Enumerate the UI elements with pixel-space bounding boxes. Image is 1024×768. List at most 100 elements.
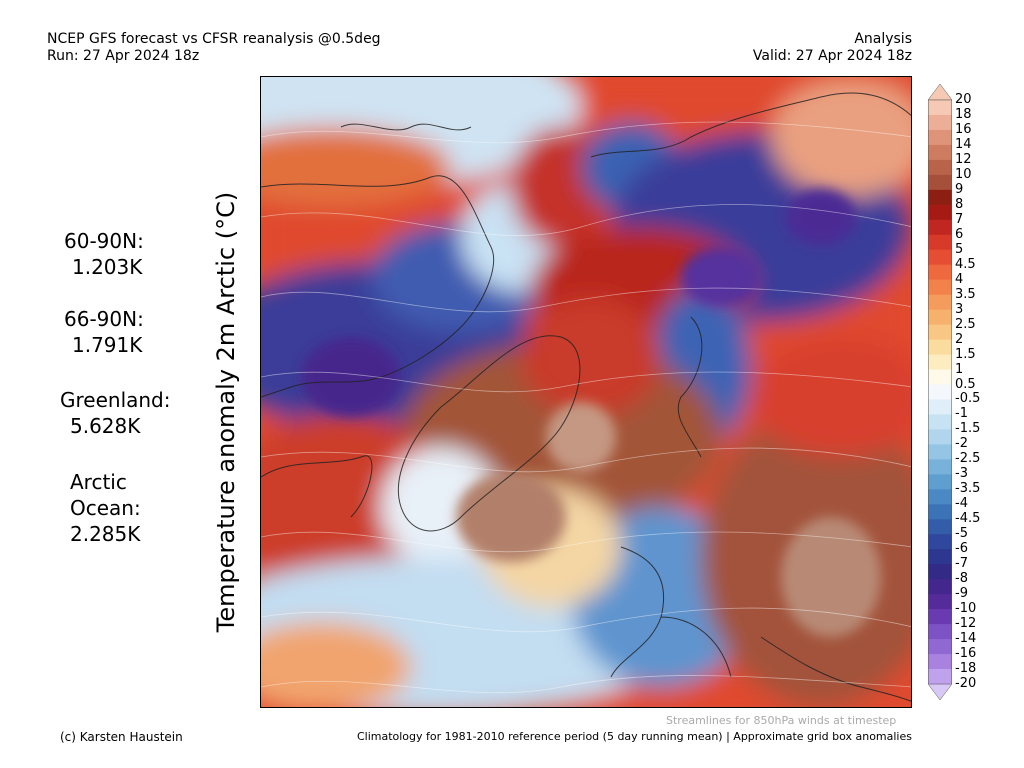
stat-value: 5.628K [70,414,141,438]
colorbar [927,83,953,701]
colorbar-cell [928,384,952,400]
colorbar-tick-label: 5 [955,241,964,257]
colorbar-cell [928,669,952,685]
colorbar-bottom-arrow [927,683,953,701]
credit: (c) Karsten Haustein [60,730,183,744]
colorbar-cells [928,99,952,685]
colorbar-cell [928,294,952,311]
stat-greenland: Greenland: 5.628K [60,387,171,439]
colorbar-cell [928,624,952,640]
colorbar-tick-label: 8 [955,196,964,212]
header-right: Analysis Valid: 27 Apr 2024 18z [753,31,912,65]
colorbar-cell [928,489,952,505]
colorbar-tick-label: 4.5 [955,256,976,272]
colorbar-tick-label: -2.5 [955,451,981,467]
colorbar-cell [928,609,952,625]
colorbar-tick-label: -1.5 [955,421,981,437]
analysis-label: Analysis [854,31,912,47]
colorbar-cell [928,174,952,191]
colorbar-cell [928,459,952,475]
colorbar-tick-label: 9 [955,181,964,197]
colorbar-frame [928,99,952,685]
valid-time: Valid: 27 Apr 2024 18z [752,48,912,64]
colorbar-cell [928,279,952,296]
colorbar-tick-label: -20 [955,676,977,691]
colorbar-tick-label: 16 [955,121,972,137]
colorbar-tick-label: 4 [955,271,964,287]
colorbar-cell [928,369,952,386]
colorbar-cell [928,144,952,161]
colorbar-tick-label: 18 [955,106,972,122]
colorbar-cell [928,414,952,430]
colorbar-cell [928,444,952,460]
stat-arctic-ocean: Arctic Ocean: 2.285K [70,469,141,547]
colorbar-cell [928,249,952,266]
colorbar-cell [928,579,952,595]
colorbar-tick-label: 3 [955,301,964,317]
colorbar-tick-label: 0.5 [955,376,976,392]
colorbar-cell [928,399,952,415]
stat-value: 1.203K [72,255,143,279]
colorbar-tick-label: -8 [955,571,968,587]
colorbar-cell [928,549,952,565]
colorbar-tick-label: -12 [955,616,977,632]
y-axis-label: Temperature anomaly 2m Arctic (°C) [212,191,240,633]
colorbar-cell [928,594,952,610]
colorbar-tick-label: 3.5 [955,286,976,302]
streamlines-note: Streamlines for 850hPa winds at timestep [666,714,897,727]
colorbar-tick-label: -4 [955,496,968,512]
colorbar-tick-label: -1 [955,406,968,422]
colorbar-cell [928,129,952,146]
colorbar-tick-label: -0.5 [955,391,981,407]
colorbar-cell [928,429,952,445]
colorbar-tick-label: -6 [955,541,968,557]
colorbar-cell [928,159,952,176]
colorbar-cell [928,114,952,131]
colorbar-cell [928,339,952,356]
colorbar-tick-label: 20 [955,92,972,107]
colorbar-tick-label: 7 [955,211,964,227]
colorbar-top-arrow [927,83,953,101]
colorbar-cell [928,639,952,655]
colorbar-tick-label: -3.5 [955,481,981,497]
colorbar-cell [928,219,952,236]
colorbar-tick-label: 10 [955,166,972,182]
anomaly-map [260,76,912,708]
colorbar-tick-label: 1 [955,361,964,377]
colorbar-cell [928,654,952,670]
colorbar-cell [928,534,952,550]
colorbar-cell [928,204,952,221]
colorbar-cell [928,324,952,341]
colorbar-cell [928,564,952,580]
stat-label: 66-90N: [64,307,144,331]
stat-value: 2.285K [70,522,141,546]
climatology-note: Climatology for 1981-2010 reference peri… [356,730,912,743]
colorbar-tick-label: -7 [955,556,968,572]
colorbar-tick-label: 2.5 [955,316,976,332]
colorbar-cell [928,309,952,326]
colorbar-cell [928,189,952,206]
colorbar-tick-label: 6 [955,226,964,242]
colorbar-tick-label: -3 [955,466,968,482]
colorbar-tick-label: -4.5 [955,511,981,527]
stat-value: 1.791K [72,333,143,357]
colorbar-tick-label: 2 [955,331,964,347]
colorbar-cell [928,264,952,281]
stat-66-90n: 66-90N: 1.791K [64,306,144,358]
colorbar-tick-label: -14 [955,631,977,647]
colorbar-cell [928,234,952,251]
colorbar-cell [928,519,952,535]
colorbar-tick-label: -2 [955,436,968,452]
stat-label: Arctic [70,470,127,494]
colorbar-cell [928,474,952,490]
colorbar-tick-label: -16 [955,646,977,662]
stat-label-2: Ocean: [70,496,141,520]
colorbar-cell [928,354,952,371]
colorbar-tick-label: -18 [955,661,977,677]
map-title: NCEP GFS forecast vs CFSR reanalysis @0.… [47,31,381,47]
header-left: NCEP GFS forecast vs CFSR reanalysis @0.… [47,31,381,65]
run-time: Run: 27 Apr 2024 18z [47,48,200,64]
stat-label: Greenland: [60,388,171,412]
colorbar-cell [928,100,952,116]
colorbar-tick-label: 12 [955,151,972,167]
